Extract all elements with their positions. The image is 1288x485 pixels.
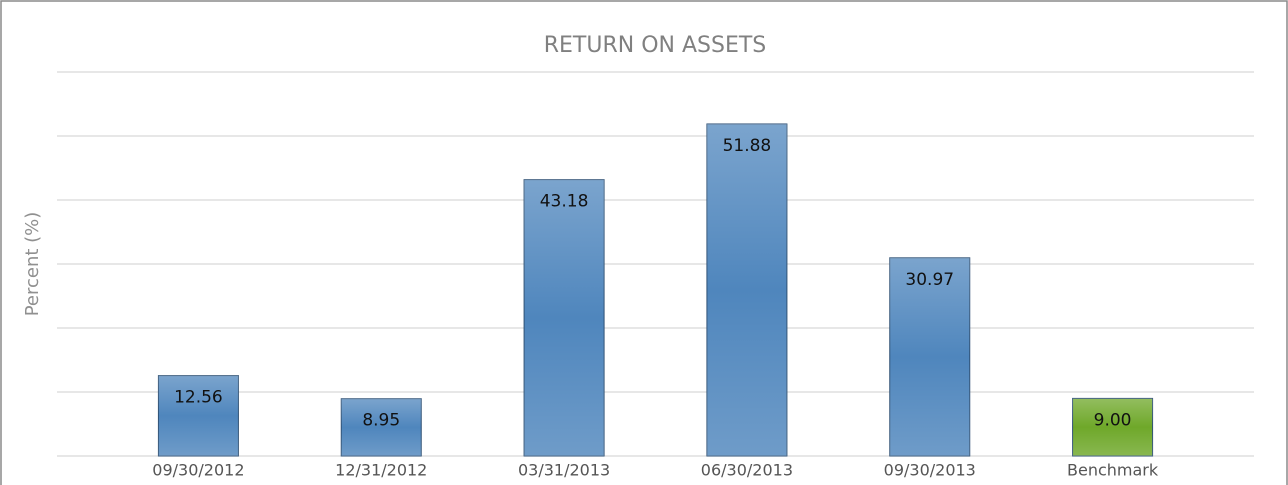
data-label: 51.88 [723, 136, 772, 156]
bar-shade [158, 375, 239, 456]
data-label: 9.00 [1094, 410, 1132, 430]
data-label: 8.95 [362, 411, 400, 431]
x-tick-label: 03/31/2013 [518, 461, 610, 480]
x-tick-label: 06/30/2013 [701, 461, 793, 480]
x-tick-label: 09/30/2013 [884, 461, 976, 480]
x-tick-label: 12/31/2012 [335, 461, 427, 480]
bar-shade [1072, 398, 1153, 456]
chart-title: RETURN ON ASSETS [544, 33, 767, 58]
data-label: 43.18 [540, 192, 589, 212]
x-tick-label: 09/30/2012 [152, 461, 244, 480]
data-label: 12.56 [174, 388, 223, 408]
bar-shade [341, 398, 422, 456]
x-tick-label: Benchmark [1067, 461, 1159, 480]
y-axis-label: Percent (%) [22, 212, 43, 317]
bar-shade [889, 257, 970, 456]
bar-shade [706, 123, 787, 456]
bar-shade [524, 179, 605, 456]
data-label: 30.97 [905, 270, 954, 290]
